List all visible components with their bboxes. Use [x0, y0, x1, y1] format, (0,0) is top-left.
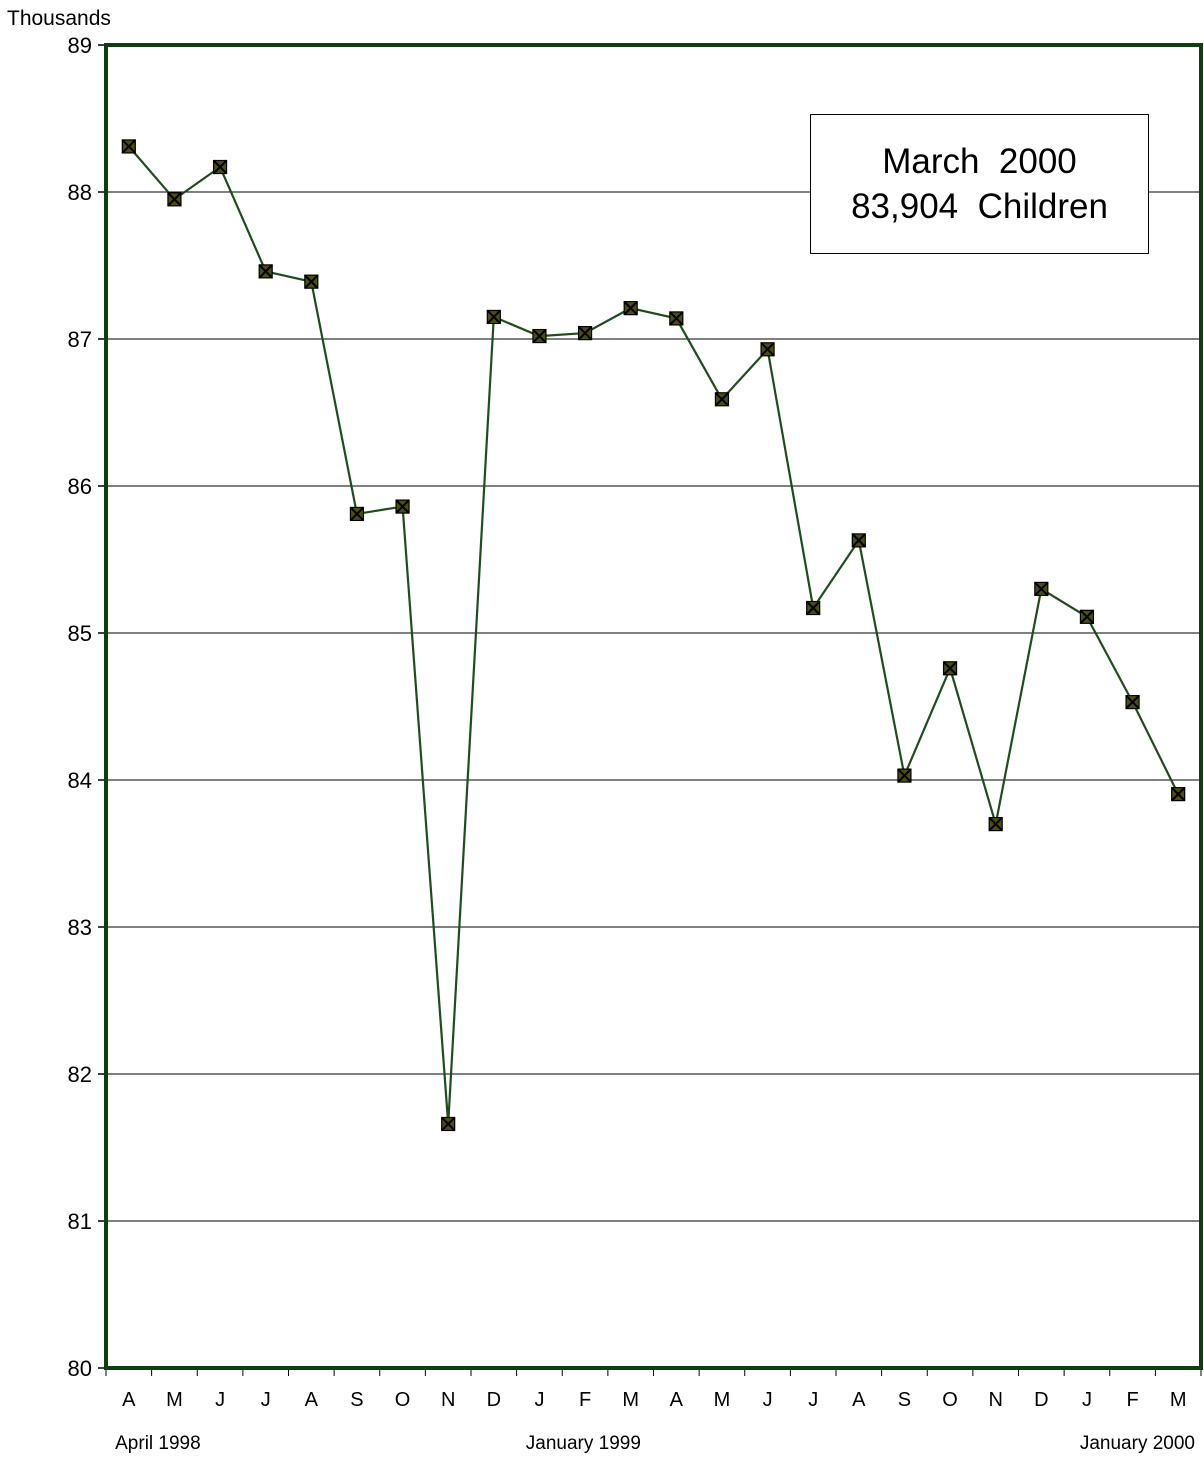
data-point: [577, 325, 593, 341]
data-point-cross: [212, 159, 228, 175]
x-tick-label: M: [1170, 1389, 1187, 1411]
plot-frame: [104, 43, 1203, 1370]
y-tick-label: 83: [68, 915, 92, 940]
data-point: [212, 159, 228, 175]
x-tick-label: D: [1034, 1389, 1048, 1411]
y-tick-label: 88: [68, 180, 92, 205]
x-tick-label: A: [852, 1389, 866, 1411]
data-point: [623, 300, 638, 316]
x-tick-label: J: [1082, 1389, 1092, 1411]
data-point: [714, 392, 730, 407]
data-point-cross: [1034, 581, 1049, 597]
period-label: January 2000: [1080, 1433, 1195, 1454]
x-tick-label: J: [261, 1389, 271, 1411]
y-tick-label: 80: [68, 1356, 92, 1381]
data-point-cross: [760, 342, 775, 357]
x-tick-label: M: [622, 1389, 639, 1411]
data-point-cross: [988, 816, 1003, 832]
period-label: January 1999: [526, 1433, 641, 1454]
y-tick-label: 87: [68, 327, 92, 352]
series-line: [127, 145, 1180, 1125]
x-tick-label: S: [898, 1389, 911, 1411]
data-point: [532, 328, 547, 344]
annotation-line-1: March 2000: [882, 142, 1077, 181]
x-tick-label: J: [534, 1389, 544, 1411]
x-tick-label: O: [395, 1389, 411, 1411]
y-tick-label: 85: [68, 621, 92, 646]
data-point: [805, 600, 821, 616]
data-point: [349, 506, 365, 522]
y-tick-label: 89: [68, 33, 92, 58]
data-point-cross: [805, 600, 821, 616]
x-tick-label: F: [579, 1389, 591, 1411]
annotation-line-2: 83,904 Children: [851, 187, 1108, 226]
data-point-cross: [167, 192, 182, 207]
y-tick-label: 82: [68, 1062, 92, 1087]
data-point-cross: [577, 325, 593, 341]
x-tick-label: A: [670, 1389, 684, 1411]
annotation-box: March 2000 83,904 Children: [810, 114, 1149, 254]
data-point: [897, 768, 912, 783]
data-point: [440, 1116, 456, 1132]
x-tick-label: J: [215, 1389, 225, 1411]
data-point: [167, 192, 182, 207]
x-tick-label: M: [714, 1389, 731, 1411]
data-point-cross: [258, 264, 273, 279]
data-point: [669, 311, 684, 326]
gridlines: [106, 191, 1201, 1222]
x-tick-label: M: [166, 1389, 183, 1411]
data-point-cross: [349, 506, 365, 522]
x-tick-label: J: [808, 1389, 818, 1411]
data-point-cross: [714, 392, 730, 407]
x-tick-label: A: [305, 1389, 319, 1411]
data-point: [942, 661, 958, 676]
data-point: [760, 342, 775, 357]
y-axis-ticks: 80 81 82 83 84 85 86 87 88 89: [68, 33, 106, 1381]
data-point: [851, 533, 867, 548]
data-markers: [121, 139, 1186, 1132]
x-tick-label: J: [763, 1389, 773, 1411]
data-point: [258, 264, 273, 279]
data-point: [1125, 694, 1140, 710]
data-point-cross: [486, 309, 502, 325]
data-point: [304, 274, 319, 289]
data-point-cross: [851, 533, 867, 548]
x-tick-label: N: [441, 1389, 455, 1411]
data-point: [1034, 581, 1049, 597]
y-tick-label: 84: [68, 768, 92, 793]
y-axis-title: Thousands: [7, 7, 111, 30]
x-tick-label: F: [1126, 1389, 1138, 1411]
data-point: [486, 309, 502, 325]
data-point-cross: [1079, 609, 1095, 625]
data-point-cross: [532, 328, 547, 344]
data-point: [395, 499, 410, 514]
data-point-cross: [1125, 694, 1140, 710]
data-point-cross: [623, 300, 638, 316]
x-tick-label: O: [942, 1389, 958, 1411]
x-tick-label: D: [487, 1389, 501, 1411]
data-point: [121, 139, 137, 154]
data-point: [1170, 786, 1186, 802]
x-tick-label: S: [350, 1389, 363, 1411]
data-point: [988, 816, 1003, 832]
data-point-cross: [304, 274, 319, 289]
data-point-cross: [669, 311, 684, 326]
data-point-cross: [395, 499, 410, 514]
data-point-cross: [897, 768, 912, 783]
period-label: April 1998: [115, 1433, 201, 1454]
data-point: [1079, 609, 1095, 625]
y-tick-label: 86: [68, 474, 92, 499]
data-point-cross: [121, 139, 137, 154]
period-labels: April 1998 January 1999 January 2000: [115, 1433, 1195, 1454]
data-point-cross: [942, 661, 958, 676]
data-point-cross: [440, 1116, 456, 1132]
x-tick-label: A: [122, 1389, 136, 1411]
x-tick-label: N: [988, 1389, 1002, 1411]
data-point-cross: [1170, 786, 1186, 802]
y-tick-label: 81: [68, 1209, 92, 1234]
